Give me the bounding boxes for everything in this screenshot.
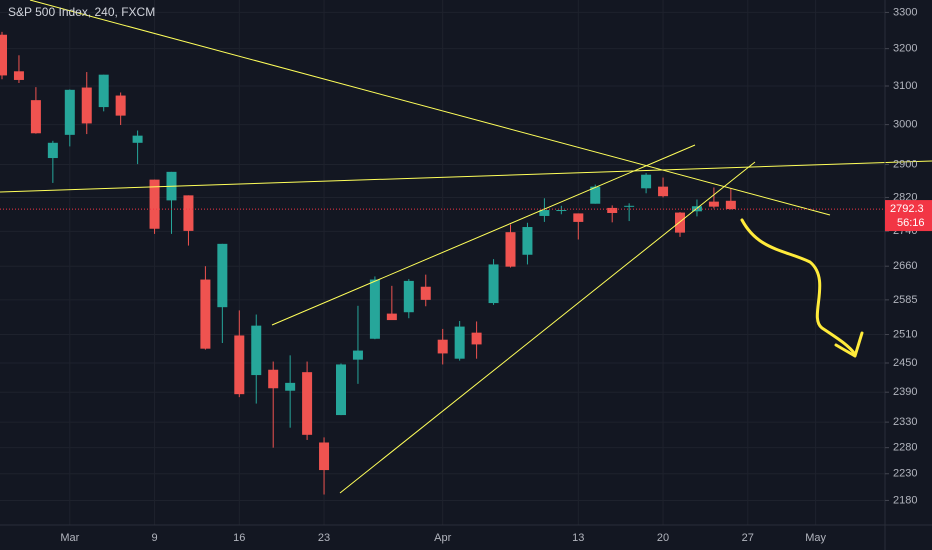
candle-body [81,87,92,124]
x-tick-label: 13 [572,532,584,544]
candle-body [573,213,584,222]
x-tick-label: 16 [233,532,245,544]
candle-body [183,195,194,231]
x-tick-label: 20 [657,532,669,544]
candle-body [454,326,465,359]
candle-body [302,372,313,435]
candle-body [403,280,414,313]
candle-body [336,364,346,416]
candle-body [64,89,75,135]
candle-body [522,227,533,255]
drawings [0,0,932,494]
candle-body [319,442,330,471]
y-tick-label: 2450 [893,357,917,369]
candle-body [234,335,245,395]
candles [0,31,736,495]
y-tick-label: 3100 [893,80,917,92]
candle-body [420,286,431,300]
candle-body [30,100,41,134]
x-tick-label: Mar [60,532,79,544]
countdown: 56:16 [897,217,925,229]
candle-body [641,174,652,189]
trend-line [0,160,932,193]
y-tick-label: 2585 [893,294,917,306]
candle-body [675,212,685,233]
grid [0,0,885,525]
candle-body [251,325,262,376]
x-tick-label: 9 [151,532,157,544]
y-tick-label: 2230 [893,468,917,480]
x-tick-label: Apr [434,532,451,544]
y-tick-label: 2280 [893,442,917,454]
y-tick-label: 2180 [893,494,917,506]
candle-body [539,210,550,216]
last-price-label: 2792.3 [890,203,924,215]
trend-line [271,144,696,326]
x-tick-label: 27 [742,532,754,544]
candle-body [115,95,126,116]
axes: 3300320031003000290028202740266025852510… [0,6,932,544]
trend-line [339,161,756,494]
candle-body [607,207,618,213]
candle-body [132,135,143,143]
candle-body [149,179,160,229]
arrow [740,218,857,356]
y-tick-label: 2660 [893,260,917,272]
trend-line [29,0,831,216]
candle-body [98,74,109,108]
candle-body [13,71,24,80]
candle-body [386,313,397,321]
y-tick-label: 3300 [893,6,917,18]
candle-body [369,279,380,339]
candle-body [658,186,669,197]
candle-body [47,142,58,159]
candle-body [437,339,448,354]
candle-body [200,279,211,349]
x-tick-label: May [805,532,826,544]
candle-body [285,382,296,391]
candle-body [725,200,736,210]
candle-body [488,264,499,304]
y-tick-label: 3200 [893,43,917,55]
candle-body [471,332,482,345]
candle-body [217,243,228,308]
candle-body [556,210,567,212]
candle-body [352,350,363,360]
candle-body [0,34,7,76]
candle-body [268,369,279,389]
candle-body [708,201,719,207]
y-tick-label: 2330 [893,416,917,428]
candle-body [590,186,601,204]
x-tick-label: 23 [318,532,330,544]
y-tick-label: 2510 [893,328,917,340]
y-tick-label: 3000 [893,119,917,131]
candle-body [505,232,516,267]
arrow-head [834,331,864,358]
y-tick-label: 2900 [893,158,917,170]
candle-body [624,205,635,207]
chart-title: S&P 500 Index, 240, FXCM [8,5,155,19]
y-tick-label: 2390 [893,386,917,398]
last-price-box [885,200,932,232]
